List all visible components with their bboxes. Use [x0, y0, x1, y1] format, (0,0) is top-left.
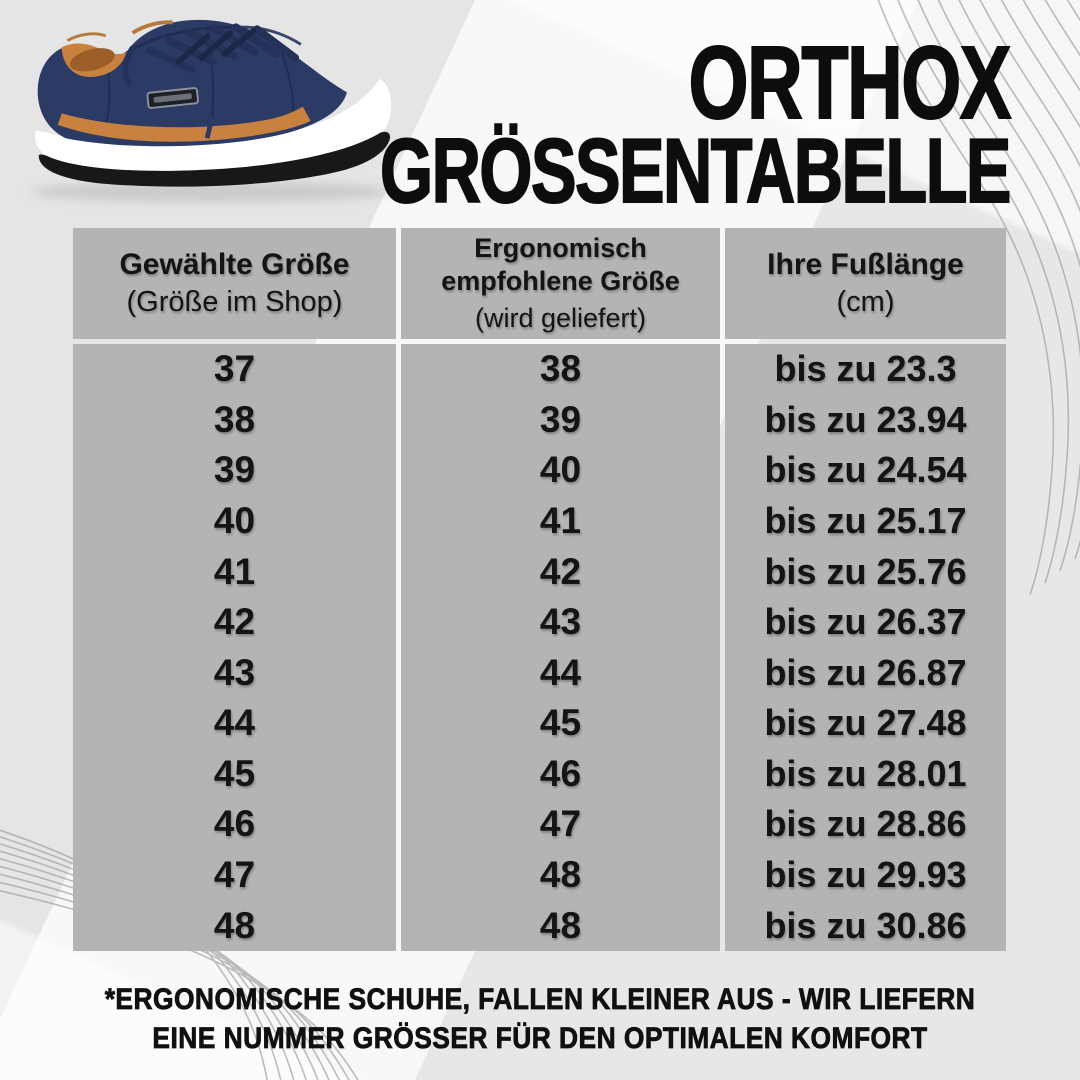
table-cell: 42 [213, 601, 256, 643]
table-cell: bis zu 30.86 [764, 904, 967, 946]
table-cell: bis zu 26.37 [764, 601, 967, 643]
size-table: Gewählte Größe (Größe im Shop) Ergonomis… [73, 228, 1008, 951]
column-label: Gewählte Größe [119, 248, 350, 281]
headline: ORTHOX GRÖSSENTABELLE [170, 25, 1012, 222]
table-cell: 46 [213, 803, 256, 845]
table-cell: 43 [539, 601, 582, 643]
header-delivered-size: Ergonomisch empfohlene Größe (wird gelie… [401, 228, 720, 339]
column-sublabel: (cm) [836, 286, 895, 318]
table-cell: 44 [213, 702, 256, 744]
shoe-brand-tag [146, 87, 199, 109]
header-foot-length: Ihre Fußlänge (cm) [725, 228, 1006, 339]
table-cell: 48 [213, 904, 256, 946]
table-cell: 39 [539, 398, 582, 440]
table-cell: 39 [213, 449, 256, 491]
shoe-shadow [31, 181, 391, 203]
table-cell: bis zu 28.86 [764, 803, 967, 845]
table-cell: 38 [213, 398, 256, 440]
table-cell: 37 [213, 348, 256, 390]
table-cell: 40 [539, 449, 582, 491]
table-cell: bis zu 26.87 [764, 651, 967, 693]
shoe-midsole [35, 78, 392, 177]
shoe-logo-stitch [131, 20, 173, 35]
table-cell: 48 [539, 854, 582, 896]
column-shop-size: 37 38 39 40 41 42 43 44 45 46 47 48 [73, 344, 396, 951]
table-cell: 41 [539, 500, 582, 542]
table-cell: bis zu 23.94 [764, 398, 967, 440]
table-cell: 47 [539, 803, 582, 845]
table-cell: 46 [539, 752, 582, 794]
shoe-outsole [38, 131, 391, 187]
column-delivered-size: 38 39 40 41 42 43 44 45 46 47 48 48 [401, 344, 720, 951]
table-cell: bis zu 27.48 [764, 702, 967, 744]
header-shop-size: Gewählte Größe (Größe im Shop) [73, 228, 396, 339]
table-cell: 44 [539, 651, 582, 693]
brand-title: ORTHOX [688, 25, 1012, 140]
footnote-line-2: EINE NUMMER GRÖSSER FÜR DEN OPTIMALEN KO… [152, 1022, 928, 1056]
table-cell: 45 [539, 702, 582, 744]
table-cell: 38 [539, 348, 582, 390]
column-label: Ergonomisch empfohlene Größe [441, 232, 680, 296]
size-table-body: 37 38 39 40 41 42 43 44 45 46 47 48 38 39 40 41 42 43 44 4… [73, 344, 1008, 951]
column-sublabel: (Größe im Shop) [126, 286, 343, 318]
column-sublabel: (wird geliefert) [474, 302, 647, 333]
page-title: GRÖSSENTABELLE [379, 121, 1012, 222]
table-cell: bis zu 23.3 [774, 348, 957, 390]
table-cell: bis zu 25.17 [764, 500, 967, 542]
footnote: *ERGONOMISCHE SCHUHE, FALLEN KLEINER AUS… [0, 980, 1080, 1058]
table-cell: bis zu 28.01 [764, 752, 967, 794]
table-cell: 48 [539, 904, 582, 946]
table-cell: 47 [213, 854, 256, 896]
table-cell: bis zu 25.76 [764, 550, 967, 592]
table-cell: 42 [539, 550, 582, 592]
footnote-line-1: *ERGONOMISCHE SCHUHE, FALLEN KLEINER AUS… [104, 983, 976, 1017]
column-label: Ihre Fußlänge [767, 248, 964, 281]
column-foot-length: bis zu 23.3 bis zu 23.94 bis zu 24.54 bis z… [725, 344, 1006, 951]
size-table-header: Gewählte Größe (Größe im Shop) Ergonomis… [73, 228, 1008, 339]
table-cell: 45 [213, 752, 256, 794]
shoe-stripe [57, 106, 311, 142]
table-cell: 40 [213, 500, 256, 542]
table-cell: bis zu 29.93 [764, 854, 967, 896]
table-cell: bis zu 24.54 [764, 449, 967, 491]
table-cell: 41 [213, 550, 256, 592]
table-cell: 43 [213, 651, 256, 693]
sneaker-product-image [31, 19, 392, 203]
